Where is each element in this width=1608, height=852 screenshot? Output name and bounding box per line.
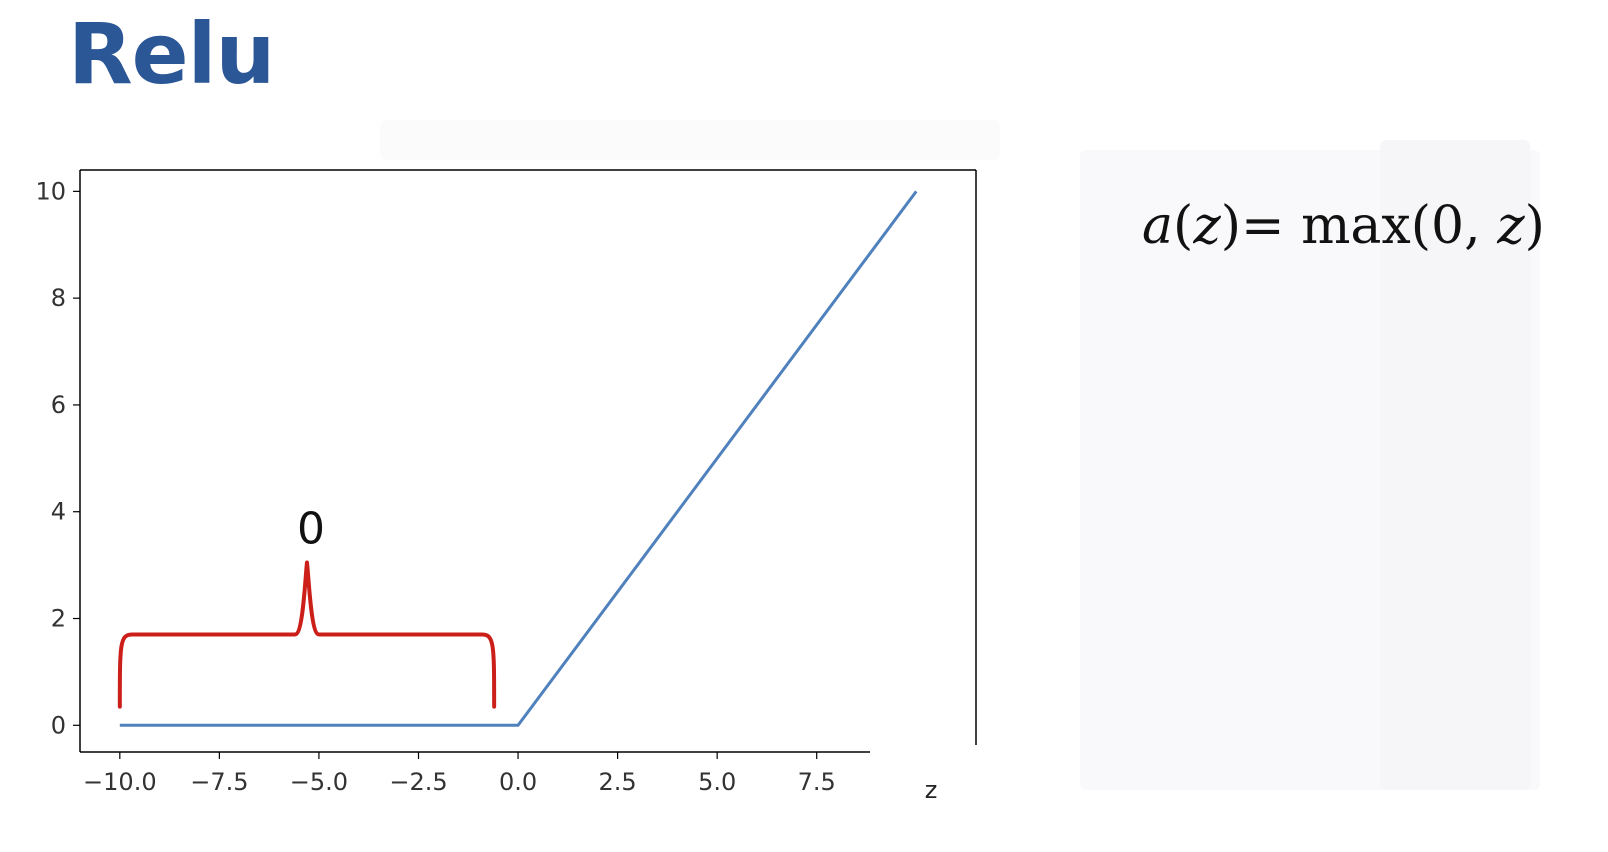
y-tick-label: 8: [51, 284, 66, 312]
formula-function: a: [1142, 196, 1174, 256]
y-tick-label: 6: [51, 391, 66, 419]
slide-title: Relu: [68, 5, 275, 103]
x-tick-label: 2.5: [599, 768, 637, 796]
relu-chart: −10.0 −7.5 −5.0 −2.5 0.0 2.5 5.0 7.5 0 2 4 6 8 10 z 0: [35, 169, 977, 804]
y-tick-label: 0: [51, 711, 66, 739]
x-tick-label: −2.5: [389, 768, 447, 796]
x-tick-label: −10.0: [83, 768, 157, 796]
background-panel: [1380, 140, 1530, 790]
formula-equals: =: [1241, 196, 1285, 256]
x-tick-label: 0.0: [499, 768, 537, 796]
x-tick-label: −7.5: [190, 768, 248, 796]
relu-formula: a(z)= max(0, z): [1142, 196, 1545, 256]
x-tick-label: 5.0: [698, 768, 736, 796]
y-tick-label: 10: [35, 177, 66, 205]
y-tick-label: 2: [51, 605, 66, 633]
formula-paren: ): [1524, 196, 1545, 256]
x-axis-label: z: [925, 776, 938, 804]
relu-series-line: [119, 190, 918, 727]
formula-paren: (: [1173, 196, 1194, 256]
formula-variable: z: [1497, 196, 1525, 256]
formula-paren: ): [1220, 196, 1242, 256]
formula-max: max(0,: [1284, 196, 1481, 256]
brace-annotation-label: 0: [297, 504, 325, 555]
background-panel: [380, 120, 1000, 160]
x-tick-label: 7.5: [798, 768, 836, 796]
formula-variable: z: [1193, 196, 1221, 256]
x-tick-label: −5.0: [290, 768, 348, 796]
zero-region-brace: [117, 560, 497, 709]
y-tick-label: 4: [51, 498, 66, 526]
